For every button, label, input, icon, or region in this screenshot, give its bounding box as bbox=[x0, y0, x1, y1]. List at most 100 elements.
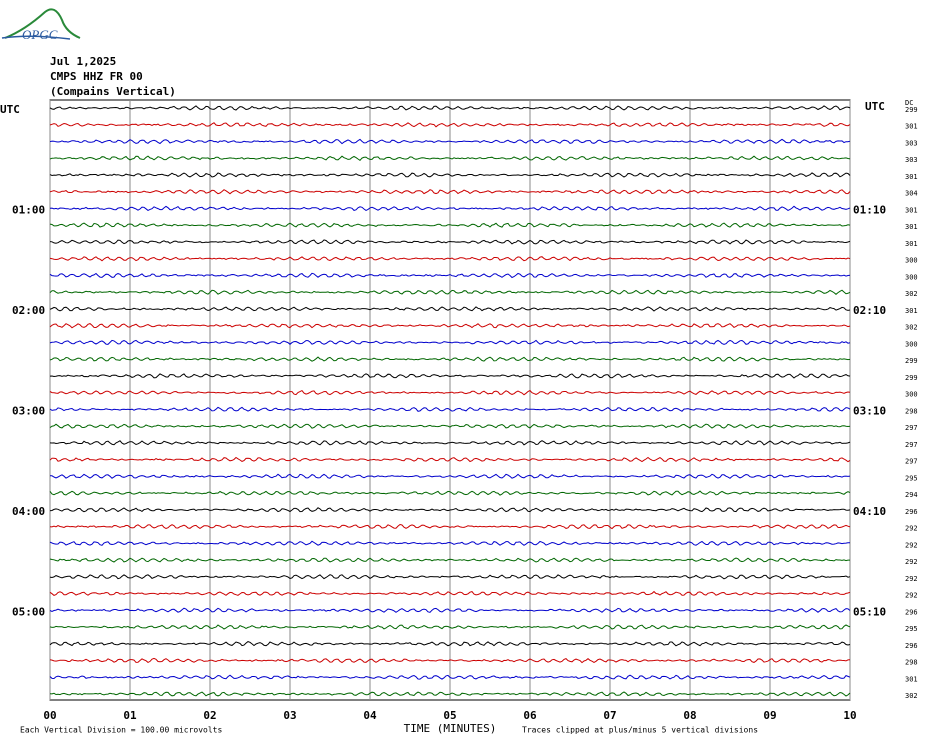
right-time-label: 04:10 bbox=[853, 505, 886, 518]
dc-value: 302 bbox=[905, 324, 918, 332]
dc-value: 292 bbox=[905, 541, 918, 549]
dc-value: 298 bbox=[905, 407, 918, 415]
dc-value: 301 bbox=[905, 223, 918, 231]
dc-value: 299 bbox=[905, 357, 918, 365]
left-time-label: 03:00 bbox=[12, 404, 45, 417]
dc-header: DC bbox=[905, 99, 913, 107]
left-time-label: 04:00 bbox=[12, 505, 45, 518]
dc-value: 299 bbox=[905, 374, 918, 382]
right-header: UTC bbox=[865, 100, 885, 113]
dc-value: 304 bbox=[905, 190, 918, 198]
dc-value: 300 bbox=[905, 257, 918, 265]
title: Jul 1,2025 bbox=[50, 55, 116, 68]
trace bbox=[49, 557, 850, 563]
trace bbox=[49, 523, 851, 530]
left-time-label: 05:00 bbox=[12, 605, 45, 618]
x-tick-label: 00 bbox=[43, 709, 56, 722]
trace bbox=[49, 122, 851, 128]
dc-value: 299 bbox=[905, 106, 918, 114]
trace bbox=[49, 674, 851, 680]
trace bbox=[49, 574, 851, 580]
trace bbox=[49, 406, 851, 412]
right-time-label: 05:10 bbox=[853, 605, 886, 618]
dc-value: 302 bbox=[905, 290, 918, 298]
dc-value: 301 bbox=[905, 240, 918, 248]
dc-value: 300 bbox=[905, 273, 918, 281]
trace bbox=[49, 205, 851, 211]
trace bbox=[49, 507, 851, 513]
dc-value: 296 bbox=[905, 642, 918, 650]
trace bbox=[49, 540, 850, 546]
dc-value: 302 bbox=[905, 692, 918, 700]
dc-value: 301 bbox=[905, 307, 918, 315]
x-tick-label: 10 bbox=[843, 709, 856, 722]
left-time-label: 02:00 bbox=[12, 304, 45, 317]
trace bbox=[49, 373, 851, 379]
dc-value: 292 bbox=[905, 525, 918, 533]
trace bbox=[49, 490, 851, 496]
trace bbox=[49, 172, 851, 178]
trace bbox=[49, 256, 851, 262]
x-tick-label: 05 bbox=[443, 709, 456, 722]
subtitle: CMPS HHZ FR 00 bbox=[50, 70, 143, 83]
trace bbox=[49, 323, 851, 329]
trace bbox=[49, 222, 851, 228]
dc-value: 301 bbox=[905, 675, 918, 683]
trace bbox=[49, 239, 851, 245]
dc-value: 300 bbox=[905, 391, 918, 399]
logo-mark bbox=[4, 8, 81, 39]
x-tick-label: 09 bbox=[763, 709, 776, 722]
dc-value: 300 bbox=[905, 340, 918, 348]
dc-value: 295 bbox=[905, 474, 918, 482]
trace bbox=[49, 423, 851, 429]
x-tick-label: 02 bbox=[203, 709, 216, 722]
dc-value: 298 bbox=[905, 659, 918, 667]
trace bbox=[49, 389, 851, 396]
logo-mark bbox=[1, 35, 71, 40]
left-time-label: 01:00 bbox=[12, 203, 45, 216]
trace bbox=[49, 641, 851, 647]
trace bbox=[49, 339, 851, 345]
x-tick-label: 07 bbox=[603, 709, 616, 722]
x-tick-label: 04 bbox=[363, 709, 377, 722]
dc-value: 292 bbox=[905, 592, 918, 600]
dc-value: 301 bbox=[905, 173, 918, 181]
dc-value: 292 bbox=[905, 575, 918, 583]
dc-value: 296 bbox=[905, 608, 918, 616]
trace bbox=[49, 590, 851, 596]
trace bbox=[49, 657, 851, 664]
left-time-label: UTC bbox=[0, 103, 20, 116]
x-tick-label: 06 bbox=[523, 709, 537, 722]
dc-value: 295 bbox=[905, 625, 918, 633]
trace bbox=[49, 155, 851, 161]
dc-value: 294 bbox=[905, 491, 918, 499]
trace bbox=[49, 105, 851, 111]
scale-note: Each Vertical Division = 100.00 microvol… bbox=[20, 726, 222, 735]
dc-value: 296 bbox=[905, 508, 918, 516]
dc-value: 297 bbox=[905, 458, 918, 466]
dc-value: 292 bbox=[905, 558, 918, 566]
location: (Compains Vertical) bbox=[50, 85, 176, 98]
trace bbox=[49, 691, 851, 697]
x-label: TIME (MINUTES) bbox=[404, 722, 497, 735]
dc-value: 297 bbox=[905, 424, 918, 432]
logo-text: OPGC bbox=[22, 27, 58, 42]
trace bbox=[49, 607, 851, 613]
trace bbox=[49, 356, 851, 362]
trace bbox=[49, 456, 851, 463]
clip-note: Traces clipped at plus/minus 5 vertical … bbox=[522, 726, 758, 735]
dc-value: 297 bbox=[905, 441, 918, 449]
dc-value: 301 bbox=[905, 206, 918, 214]
right-time-label: 01:10 bbox=[853, 203, 886, 216]
x-tick-label: 03 bbox=[283, 709, 296, 722]
trace bbox=[49, 189, 851, 195]
trace bbox=[49, 624, 851, 630]
trace bbox=[49, 289, 851, 295]
right-time-label: 03:10 bbox=[853, 404, 886, 417]
x-tick-label: 01 bbox=[123, 709, 137, 722]
trace bbox=[49, 272, 851, 279]
dc-value: 303 bbox=[905, 139, 918, 147]
trace bbox=[49, 440, 851, 446]
x-tick-label: 08 bbox=[683, 709, 696, 722]
